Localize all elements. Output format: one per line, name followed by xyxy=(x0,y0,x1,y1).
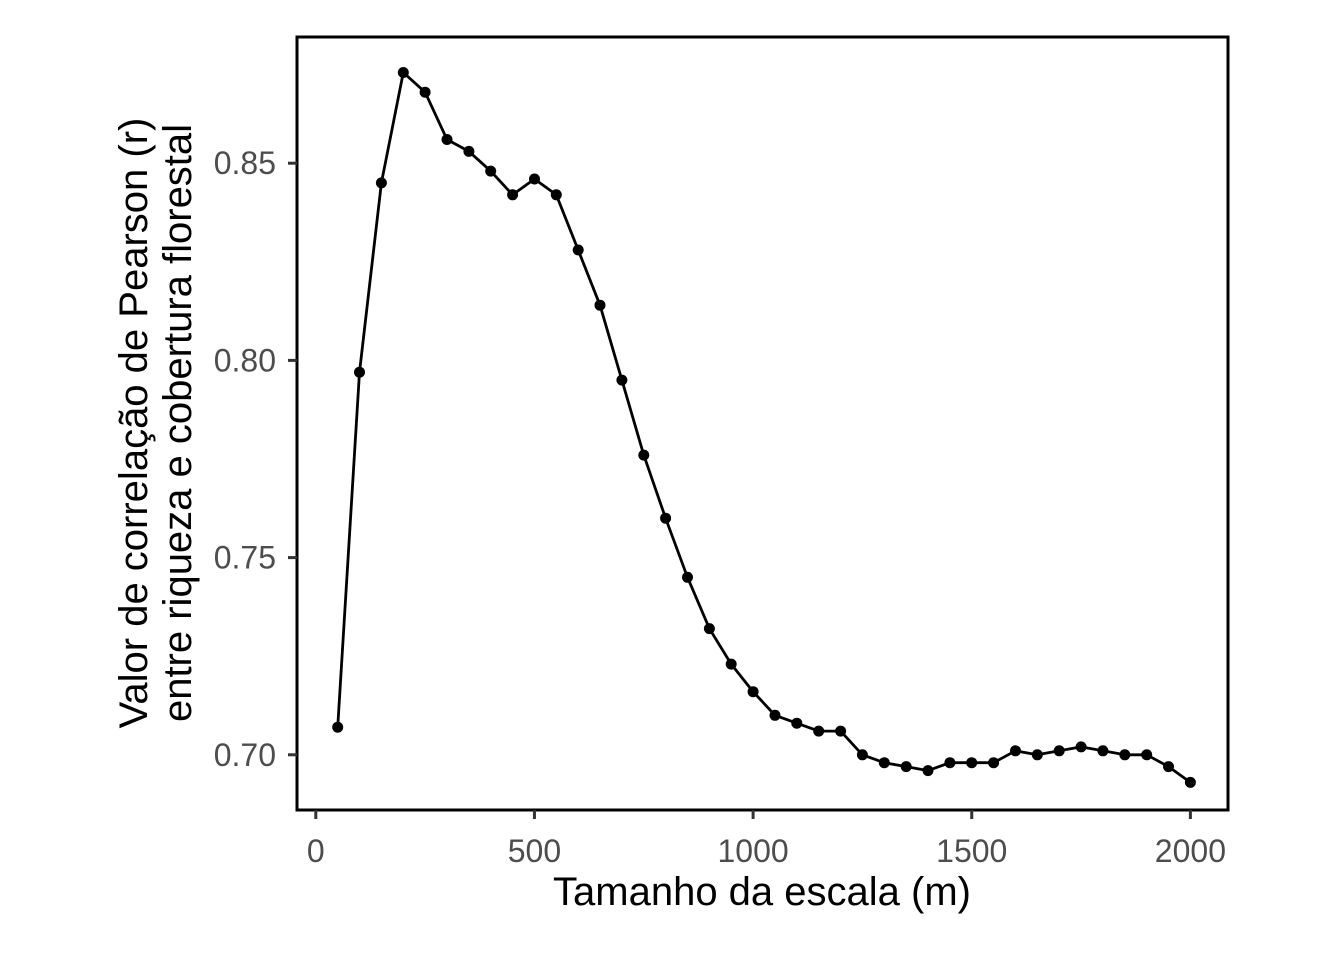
data-point xyxy=(397,67,409,78)
data-point xyxy=(878,757,890,769)
data-point xyxy=(682,571,693,583)
x-axis-title: Tamanho da escala (m) xyxy=(553,870,971,914)
data-point xyxy=(1184,776,1196,788)
y-axis-tick-label: 0.75 xyxy=(214,540,276,576)
data-point xyxy=(813,725,825,737)
y-axis-title-line-2: entre riqueza e cobertura florestal xyxy=(156,124,200,722)
data-line xyxy=(336,71,1192,784)
axis-layer: 0 500 1000 1500 2000 0.70 0.75 0.80 0.85 xyxy=(214,145,1226,869)
data-point xyxy=(550,189,562,201)
x-axis-tick-label: 1000 xyxy=(718,833,789,869)
panel-border xyxy=(295,35,1230,812)
data-point xyxy=(594,299,606,311)
data-point xyxy=(638,449,650,461)
data-point xyxy=(856,749,868,761)
data-point xyxy=(988,757,1000,769)
data-point xyxy=(835,725,847,737)
data-point xyxy=(375,177,387,189)
panel-layer xyxy=(295,35,1230,812)
data-point xyxy=(616,374,628,386)
data-point xyxy=(703,623,715,635)
y-axis-tick-label: 0.85 xyxy=(214,145,276,181)
data-point xyxy=(463,145,475,157)
data-point xyxy=(1031,749,1043,761)
data-point xyxy=(1119,749,1131,761)
y-axis-tick-label: 0.80 xyxy=(214,342,276,378)
data-point xyxy=(944,757,956,769)
data-point xyxy=(529,173,540,185)
data-point xyxy=(966,757,978,769)
data-point xyxy=(1053,745,1065,757)
data-point xyxy=(485,165,497,177)
data-layer xyxy=(332,67,1196,788)
data-point xyxy=(1097,745,1109,757)
data-point xyxy=(769,709,781,721)
data-point xyxy=(507,189,519,201)
data-point xyxy=(1075,741,1087,753)
data-point xyxy=(747,686,759,698)
x-axis-tick-label: 2000 xyxy=(1155,833,1226,869)
data-point xyxy=(922,765,934,777)
data-point xyxy=(725,658,737,670)
data-point xyxy=(1141,749,1153,761)
data-point xyxy=(332,721,344,733)
data-point xyxy=(1010,745,1021,757)
data-point xyxy=(660,512,672,524)
data-point xyxy=(419,86,431,98)
data-point xyxy=(441,134,453,145)
data-point xyxy=(900,761,912,773)
y-axis-title-line-1: Valor de correlação de Pearson (r) xyxy=(112,118,156,729)
x-axis-tick-label: 0 xyxy=(307,833,325,869)
x-axis-tick-label: 500 xyxy=(508,833,561,869)
data-point xyxy=(572,244,584,256)
y-axis-tick-label: 0.70 xyxy=(214,737,276,773)
data-point xyxy=(354,366,365,378)
x-axis-tick-label: 1500 xyxy=(936,833,1007,869)
data-point xyxy=(791,717,803,729)
data-point xyxy=(1163,761,1174,773)
